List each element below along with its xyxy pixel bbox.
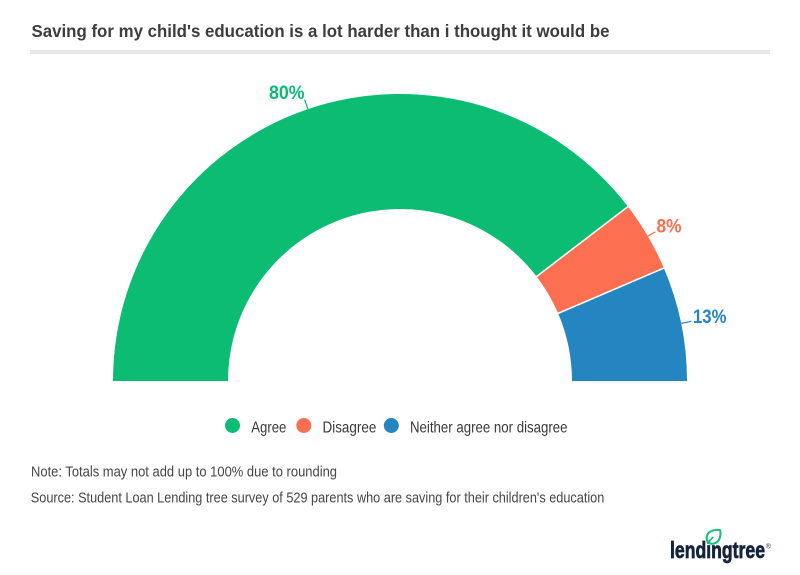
svg-text:®: ® xyxy=(766,543,772,551)
svg-text:Source: Student Loan Lending t: Source: Student Loan Lending tree survey… xyxy=(31,490,605,506)
svg-text:Neither agree nor disagree: Neither agree nor disagree xyxy=(410,420,568,437)
svg-text:Agree: Agree xyxy=(251,420,286,437)
svg-text:80%: 80% xyxy=(269,83,305,104)
svg-text:8%: 8% xyxy=(657,217,682,238)
svg-text:Disagree: Disagree xyxy=(323,420,377,437)
svg-text:Note: Totals may not add up to: Note: Totals may not add up to 100% due … xyxy=(31,464,337,480)
svg-text:13%: 13% xyxy=(693,307,727,328)
svg-text:Saving for my child's educatio: Saving for my child's education is a lot… xyxy=(32,21,610,41)
